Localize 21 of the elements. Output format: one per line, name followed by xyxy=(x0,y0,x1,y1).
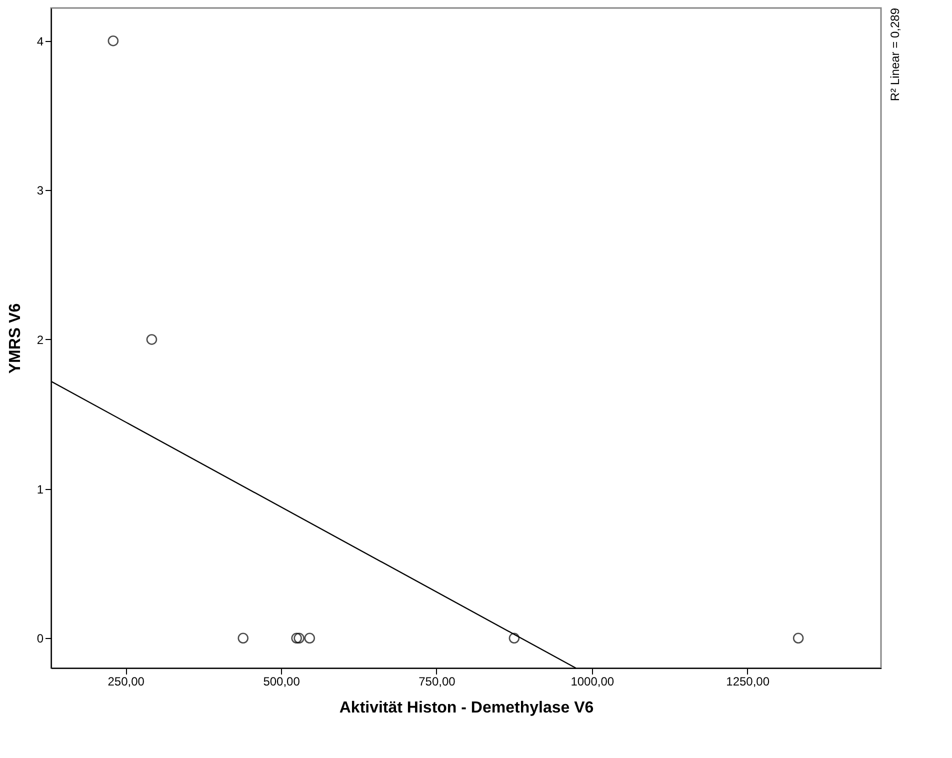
point xyxy=(792,632,804,644)
point xyxy=(508,632,520,644)
y-axis-title: YMRS V6 xyxy=(6,303,24,374)
point xyxy=(304,632,316,644)
y-tick-label: 4 xyxy=(36,34,44,48)
y-tick-label: 2 xyxy=(36,332,44,347)
point xyxy=(238,632,249,644)
x-tick-label: 750,00 xyxy=(418,674,456,688)
x-axis-title: Aktivität Histon - Demethylase V6 xyxy=(339,700,594,716)
text: R² Linear = 0,289 xyxy=(888,8,902,102)
y-tick-label: 1 xyxy=(36,482,44,496)
point xyxy=(294,632,304,644)
point xyxy=(146,334,158,345)
x-tick-label: 500,00 xyxy=(263,674,300,688)
x-tick-label: 250,00 xyxy=(108,674,145,688)
y-tick-label: 3 xyxy=(36,184,44,198)
point xyxy=(291,632,302,644)
point xyxy=(108,35,119,46)
y-tick-label: 0 xyxy=(36,632,44,646)
x-tick-label: 1000,00 xyxy=(570,674,614,688)
x-tick-label: 1250,00 xyxy=(726,674,770,688)
